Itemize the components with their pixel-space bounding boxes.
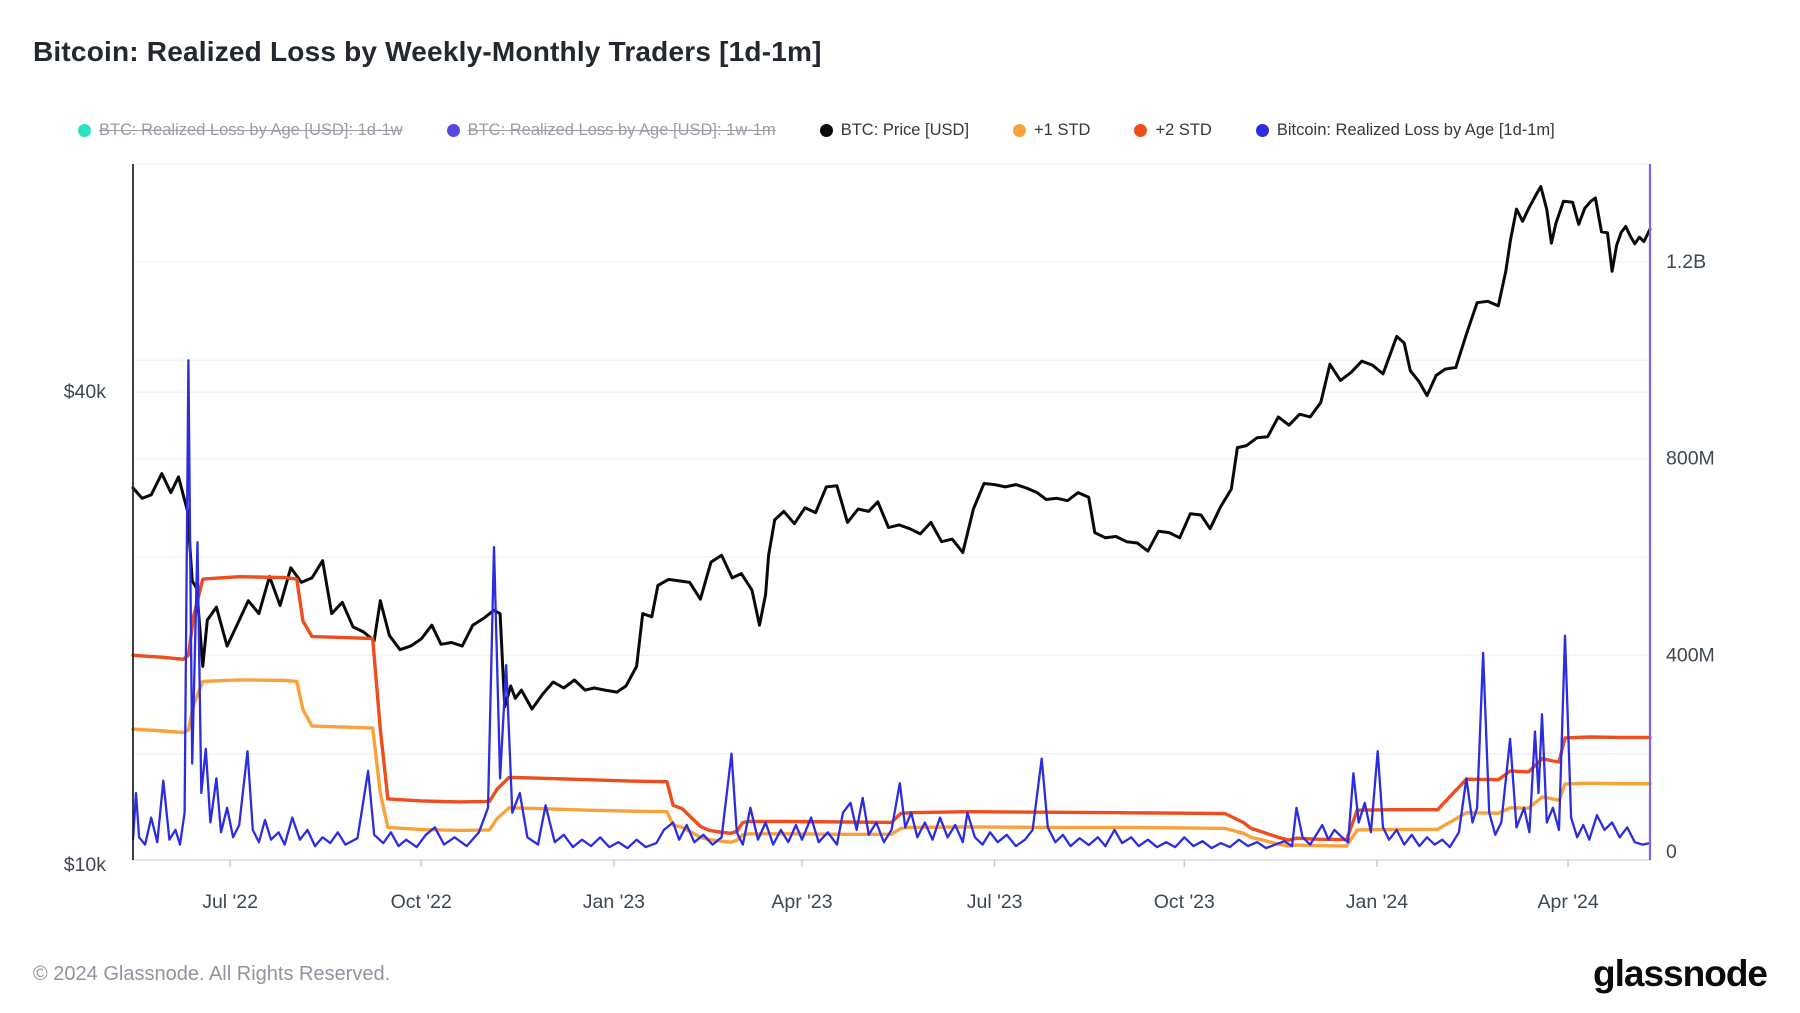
legend-label: +1 STD — [1034, 121, 1091, 139]
legend-dot — [446, 124, 460, 137]
x-tick-label: Jan '24 — [1346, 891, 1408, 913]
legend-item-5[interactable]: +2 STD — [1134, 121, 1212, 140]
glassnode-logo: glassnode — [1593, 953, 1768, 994]
x-tick-label: Oct '22 — [391, 891, 452, 913]
legend-label: BTC: Realized Loss by Age [USD]: 1d-1w — [99, 121, 403, 139]
legend-label: +2 STD — [1155, 121, 1212, 139]
x-tick-label: Oct '23 — [1154, 891, 1215, 913]
series-std2 — [131, 575, 1652, 842]
legend-item-6[interactable]: Bitcoin: Realized Loss by Age [1d-1m] — [1255, 121, 1555, 140]
legend: BTC: Realized Loss by Age [USD]: 1d-1w BT… — [78, 121, 1555, 140]
legend-item-4[interactable]: +1 STD — [1013, 121, 1090, 140]
x-tick-label: Jan '23 — [583, 891, 645, 913]
legend-item-1[interactable]: BTC: Realized Loss by Age [USD]: 1d-1w — [78, 121, 403, 140]
legend-label: Bitcoin: Realized Loss by Age [1d-1m] — [1276, 121, 1555, 139]
right-axis-label: 0 — [1666, 841, 1677, 863]
copyright-text: © 2024 Glassnode. All Rights Reserved. — [33, 962, 391, 985]
legend-dot — [1134, 124, 1148, 137]
right-axis-label: 400M — [1666, 644, 1715, 666]
legend-dot — [819, 124, 833, 137]
legend-item-3[interactable]: BTC: Price [USD] — [819, 121, 970, 140]
series-realized-loss-1d-1m — [131, 359, 1652, 850]
legend-dot — [78, 124, 91, 137]
x-tick-label: Jul '22 — [202, 891, 258, 913]
right-axis-label: 1.2B — [1666, 251, 1706, 273]
footer: © 2024 Glassnode. All Rights Reserved. g… — [0, 953, 1800, 995]
legend-dot — [1013, 124, 1027, 137]
page-title: Bitcoin: Realized Loss by Weekly-Monthly… — [33, 36, 822, 67]
left-axis-label: $10k — [64, 854, 107, 876]
legend-label: BTC: Realized Loss by Age [USD]: 1w-1m — [467, 121, 776, 139]
legend-dot — [1255, 124, 1269, 137]
right-axis-label: 800M — [1666, 448, 1715, 470]
left-axis-label: $40k — [64, 381, 107, 403]
x-tick-label: Jul '23 — [967, 891, 1023, 913]
series-btc-price — [131, 185, 1652, 711]
x-tick-label: Apr '24 — [1537, 891, 1598, 913]
legend-label: BTC: Price [USD] — [840, 121, 970, 139]
x-tick-label: Apr '23 — [771, 891, 832, 913]
legend-item-2[interactable]: BTC: Realized Loss by Age [USD]: 1w-1m — [446, 121, 776, 140]
